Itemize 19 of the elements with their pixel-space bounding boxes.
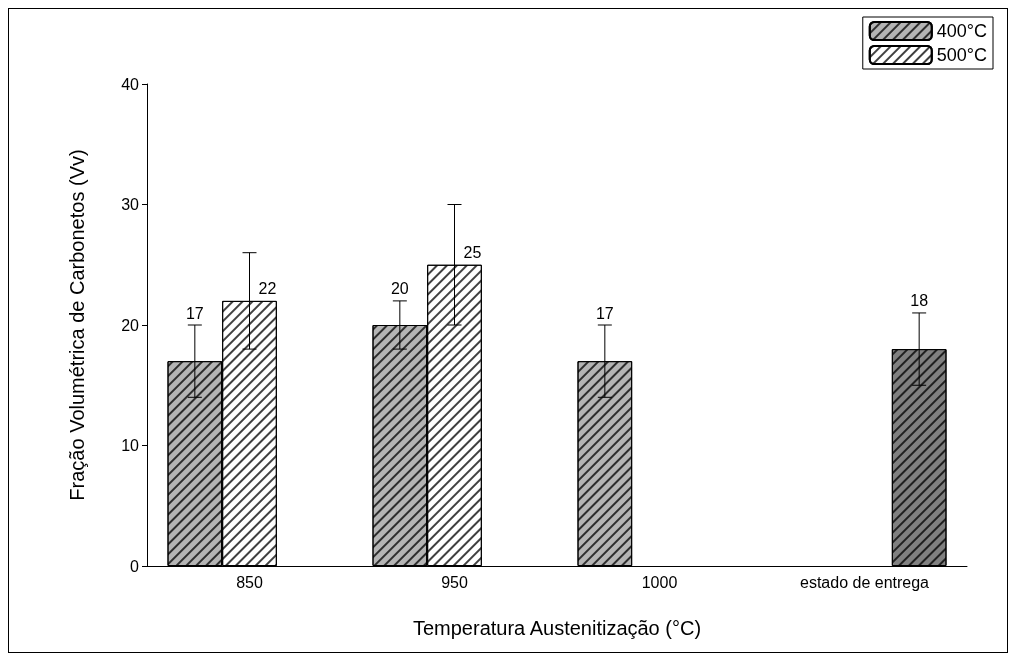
x-tick-label: 950 <box>441 573 468 591</box>
y-tick-label: 10 <box>121 437 140 454</box>
data-label: 25 <box>463 244 482 262</box>
x-tick-label: estado de entrega <box>800 573 930 591</box>
x-tick-label: 850 <box>236 573 263 591</box>
data-label: 18 <box>910 292 929 310</box>
y-tick-label: 30 <box>121 196 140 213</box>
x-axis-title: Temperatura Austenitização (°C) <box>412 617 702 639</box>
data-label: 20 <box>390 280 409 298</box>
y-tick-label: 40 <box>121 75 140 93</box>
data-label: 17 <box>595 304 614 322</box>
x-tick-label: 1000 <box>641 573 678 591</box>
legend-label: 500°C <box>936 45 987 65</box>
legend-label: 400°C <box>936 21 987 41</box>
y-tick-label: 0 <box>130 557 140 575</box>
data-label: 17 <box>185 304 204 322</box>
y-axis-title: Fração Volumétrica de Carbonetos (Vv) <box>66 149 88 501</box>
data-label: 22 <box>258 280 277 298</box>
y-tick-label: 20 <box>121 316 140 334</box>
